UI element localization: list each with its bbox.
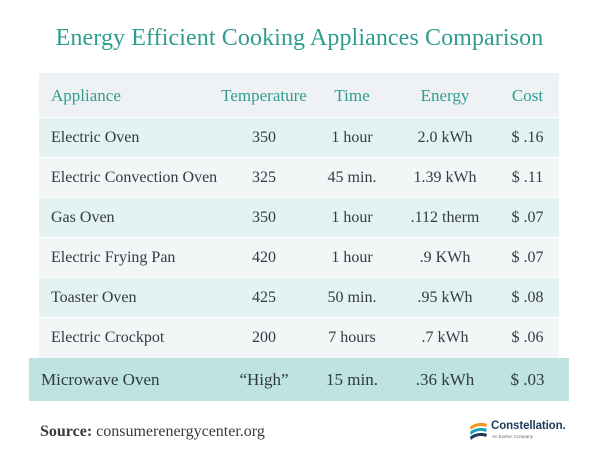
column-header-appliance: Appliance <box>51 85 121 105</box>
cell-energy: 1.39 kWh <box>413 169 477 186</box>
cell-time: 1 hour <box>331 249 373 266</box>
cell-time: 50 min. <box>327 289 377 306</box>
cell-cost: $ .16 <box>511 129 544 146</box>
table-row: Electric Crockpot 200 7 hours .7 kWh $ .… <box>39 318 559 358</box>
cell-appliance: Electric Oven <box>51 129 140 146</box>
cell-time: 1 hour <box>331 129 373 146</box>
cell-time: 7 hours <box>328 329 376 346</box>
source-value: consumerenergycenter.org <box>96 423 265 440</box>
table-header-row: Appliance Temperature Time Energy Cost <box>39 73 559 118</box>
source-note: Source: consumerenergycenter.org <box>40 423 265 441</box>
row-divider <box>39 157 559 158</box>
cell-energy: .7 kWh <box>421 329 469 346</box>
column-header-cost: Cost <box>511 85 544 105</box>
cell-temperature: 325 <box>252 169 276 186</box>
cell-temperature: 350 <box>252 209 276 226</box>
cell-temperature: 200 <box>252 329 276 346</box>
cell-temperature: “High” <box>239 369 289 389</box>
cell-cost: $ .07 <box>511 209 544 226</box>
cell-time: 45 min. <box>327 169 377 186</box>
row-divider <box>39 197 559 198</box>
highlighted-table-row: Microwave Oven “High” 15 min. .36 kWh $ … <box>29 358 569 401</box>
cell-cost: $ .03 <box>510 369 545 389</box>
table-row: Toaster Oven 425 50 min. .95 kWh $ .08 <box>39 278 559 318</box>
row-divider <box>39 117 559 118</box>
cell-temperature: 425 <box>252 289 276 306</box>
cell-appliance: Electric Crockpot <box>51 329 165 346</box>
cell-appliance: Gas Oven <box>51 209 115 226</box>
cell-energy: .112 therm <box>410 209 480 226</box>
table-row: Electric Oven 350 1 hour 2.0 kWh $ .16 <box>39 118 559 158</box>
column-header-temperature: Temperature <box>221 85 307 105</box>
column-header-time: Time <box>334 85 370 105</box>
table-row: Gas Oven 350 1 hour .112 therm $ .07 <box>39 198 559 238</box>
row-divider <box>39 237 559 238</box>
row-divider <box>39 277 559 278</box>
cell-energy: .9 KWh <box>419 249 471 266</box>
cell-cost: $ .11 <box>511 169 544 186</box>
table-row: Electric Frying Pan 420 1 hour .9 KWh $ … <box>39 238 559 278</box>
table-row: Electric Convection Oven 325 45 min. 1.3… <box>39 158 559 198</box>
constellation-mark-icon <box>470 423 487 440</box>
cell-energy: 2.0 kWh <box>417 129 473 146</box>
cell-appliance: Microwave Oven <box>41 369 160 389</box>
cell-cost: $ .08 <box>511 289 544 306</box>
source-label: Source: <box>40 423 93 440</box>
cell-appliance: Toaster Oven <box>51 289 137 306</box>
row-divider <box>39 317 559 318</box>
page-title: Energy Efficient Cooking Appliances Comp… <box>55 25 544 51</box>
cell-time: 1 hour <box>331 209 373 226</box>
cell-temperature: 350 <box>252 129 276 146</box>
cell-temperature: 420 <box>252 249 276 266</box>
cell-energy: .36 kWh <box>415 369 475 389</box>
comparison-table: Appliance Temperature Time Energy Cost E… <box>39 73 559 358</box>
constellation-logo: Constellation. An Exelon Company <box>468 417 568 445</box>
cell-energy: .95 kWh <box>417 289 473 306</box>
cell-cost: $ .06 <box>511 329 544 346</box>
logo-name: Constellation. <box>491 420 566 432</box>
column-header-energy: Energy <box>420 85 470 105</box>
cell-cost: $ .07 <box>511 249 544 266</box>
cell-appliance: Electric Frying Pan <box>51 249 176 266</box>
cell-time: 15 min. <box>326 369 378 389</box>
cell-appliance: Electric Convection Oven <box>51 169 218 186</box>
logo-tagline: An Exelon Company <box>492 434 534 439</box>
